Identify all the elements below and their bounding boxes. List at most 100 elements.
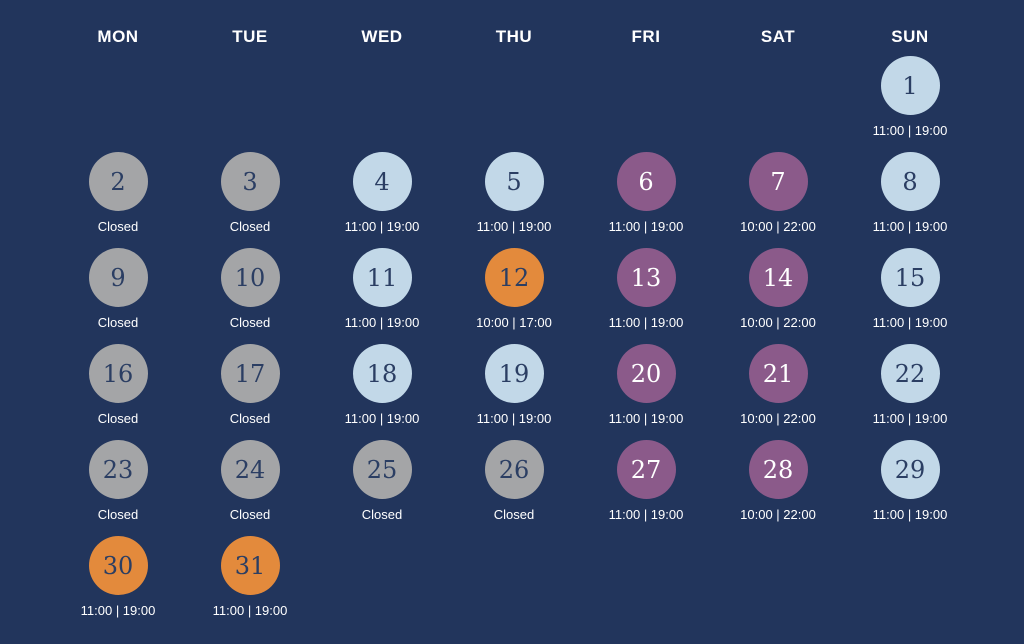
day-number-circle[interactable]: 13: [616, 248, 676, 307]
day-hours-label: Closed: [229, 219, 271, 234]
day-cell-20[interactable]: 20 11:00 | 19:00: [580, 344, 712, 440]
day-cell-10[interactable]: 10 Closed: [184, 248, 316, 344]
day-number-circle[interactable]: 8: [880, 152, 940, 211]
weekday-fri: FRI: [631, 27, 661, 46]
day-number-circle[interactable]: 16: [88, 344, 148, 403]
weekday-header: MON TUE WED THU FRI SAT SUN: [52, 24, 976, 50]
day-number-circle[interactable]: 10: [220, 248, 280, 307]
day-cell-26[interactable]: 26 Closed: [448, 440, 580, 536]
day-cell-29[interactable]: 29 11:00 | 19:00: [844, 440, 976, 536]
day-cell-7[interactable]: 7 10:00 | 22:00: [712, 152, 844, 248]
day-number-circle[interactable]: 21: [748, 344, 808, 403]
day-cell-17[interactable]: 17 Closed: [184, 344, 316, 440]
day-hours-label: 11:00 | 19:00: [872, 219, 948, 234]
day-number-circle[interactable]: 1: [880, 56, 940, 115]
day-cell-31[interactable]: 31 11:00 | 19:00: [184, 536, 316, 632]
day-hours-label: 11:00 | 19:00: [872, 411, 948, 426]
day-cell-4[interactable]: 4 11:00 | 19:00: [316, 152, 448, 248]
day-cell-12[interactable]: 12 10:00 | 17:00: [448, 248, 580, 344]
day-cell-24[interactable]: 24 Closed: [184, 440, 316, 536]
day-hours-label: 11:00 | 19:00: [608, 315, 684, 330]
weekday-tue: TUE: [232, 27, 268, 46]
empty-cell: [712, 56, 844, 152]
day-cell-3[interactable]: 3 Closed: [184, 152, 316, 248]
day-cell-30[interactable]: 30 11:00 | 19:00: [52, 536, 184, 632]
day-number-circle[interactable]: 20: [616, 344, 676, 403]
day-cell-16[interactable]: 16 Closed: [52, 344, 184, 440]
day-grid: 1 11:00 | 19:00 2 Closed 3 Closed 4 11:00 | 19:…: [52, 56, 976, 632]
day-number-circle[interactable]: 24: [220, 440, 280, 499]
weekday-mon: MON: [97, 27, 139, 46]
day-cell-19[interactable]: 19 11:00 | 19:00: [448, 344, 580, 440]
day-hours-label: 11:00 | 19:00: [608, 411, 684, 426]
day-number-circle[interactable]: 14: [748, 248, 808, 307]
day-hours-label: Closed: [97, 507, 139, 522]
day-hours-label: 11:00 | 19:00: [608, 219, 684, 234]
day-number-circle[interactable]: 31: [220, 536, 280, 595]
day-hours-label: Closed: [97, 219, 139, 234]
empty-cell: [580, 56, 712, 152]
day-number-circle[interactable]: 23: [88, 440, 148, 499]
day-number-circle[interactable]: 12: [484, 248, 544, 307]
day-number-circle[interactable]: 19: [484, 344, 544, 403]
day-cell-28[interactable]: 28 10:00 | 22:00: [712, 440, 844, 536]
day-hours-label: Closed: [229, 507, 271, 522]
day-hours-label: 11:00 | 19:00: [476, 411, 552, 426]
day-number-circle[interactable]: 27: [616, 440, 676, 499]
day-cell-27[interactable]: 27 11:00 | 19:00: [580, 440, 712, 536]
day-cell-13[interactable]: 13 11:00 | 19:00: [580, 248, 712, 344]
day-hours-label: Closed: [229, 411, 271, 426]
day-cell-18[interactable]: 18 11:00 | 19:00: [316, 344, 448, 440]
day-cell-21[interactable]: 21 10:00 | 22:00: [712, 344, 844, 440]
day-cell-5[interactable]: 5 11:00 | 19:00: [448, 152, 580, 248]
day-hours-label: 11:00 | 19:00: [872, 123, 948, 138]
day-number-circle[interactable]: 25: [352, 440, 412, 499]
day-cell-25[interactable]: 25 Closed: [316, 440, 448, 536]
day-cell-23[interactable]: 23 Closed: [52, 440, 184, 536]
day-number-circle[interactable]: 17: [220, 344, 280, 403]
day-number-circle[interactable]: 2: [88, 152, 148, 211]
day-hours-label: 11:00 | 19:00: [212, 603, 288, 618]
day-number-circle[interactable]: 4: [352, 152, 412, 211]
day-cell-6[interactable]: 6 11:00 | 19:00: [580, 152, 712, 248]
day-cell-11[interactable]: 11 11:00 | 19:00: [316, 248, 448, 344]
day-cell-14[interactable]: 14 10:00 | 22:00: [712, 248, 844, 344]
day-hours-label: 11:00 | 19:00: [872, 315, 948, 330]
day-number-circle[interactable]: 9: [88, 248, 148, 307]
day-number-circle[interactable]: 5: [484, 152, 544, 211]
day-cell-9[interactable]: 9 Closed: [52, 248, 184, 344]
day-number-circle[interactable]: 26: [484, 440, 544, 499]
day-hours-label: 11:00 | 19:00: [344, 315, 420, 330]
empty-cell: [316, 56, 448, 152]
day-number-circle[interactable]: 30: [88, 536, 148, 595]
day-hours-label: Closed: [229, 315, 271, 330]
day-hours-label: 10:00 | 22:00: [740, 315, 816, 330]
day-cell-1[interactable]: 1 11:00 | 19:00: [844, 56, 976, 152]
day-number-circle[interactable]: 15: [880, 248, 940, 307]
day-cell-2[interactable]: 2 Closed: [52, 152, 184, 248]
day-number-circle[interactable]: 7: [748, 152, 808, 211]
day-number-circle[interactable]: 11: [352, 248, 412, 307]
day-number-circle[interactable]: 18: [352, 344, 412, 403]
day-number-circle[interactable]: 28: [748, 440, 808, 499]
day-number-circle[interactable]: 3: [220, 152, 280, 211]
day-number-circle[interactable]: 29: [880, 440, 940, 499]
weekday-sat: SAT: [760, 27, 796, 46]
weekday-sun: SUN: [891, 27, 929, 46]
day-hours-label: 10:00 | 17:00: [476, 315, 552, 330]
weekday-thu: THU: [495, 27, 533, 46]
empty-cell: [448, 56, 580, 152]
day-cell-15[interactable]: 15 11:00 | 19:00: [844, 248, 976, 344]
day-number-circle[interactable]: 6: [616, 152, 676, 211]
day-hours-label: 11:00 | 19:00: [872, 507, 948, 522]
day-hours-label: 11:00 | 19:00: [80, 603, 156, 618]
day-hours-label: 10:00 | 22:00: [740, 219, 816, 234]
day-number-circle[interactable]: 22: [880, 344, 940, 403]
day-hours-label: 11:00 | 19:00: [344, 411, 420, 426]
day-hours-label: 11:00 | 19:00: [344, 219, 420, 234]
day-cell-8[interactable]: 8 11:00 | 19:00: [844, 152, 976, 248]
day-hours-label: Closed: [97, 315, 139, 330]
day-hours-label: Closed: [361, 507, 403, 522]
day-cell-22[interactable]: 22 11:00 | 19:00: [844, 344, 976, 440]
